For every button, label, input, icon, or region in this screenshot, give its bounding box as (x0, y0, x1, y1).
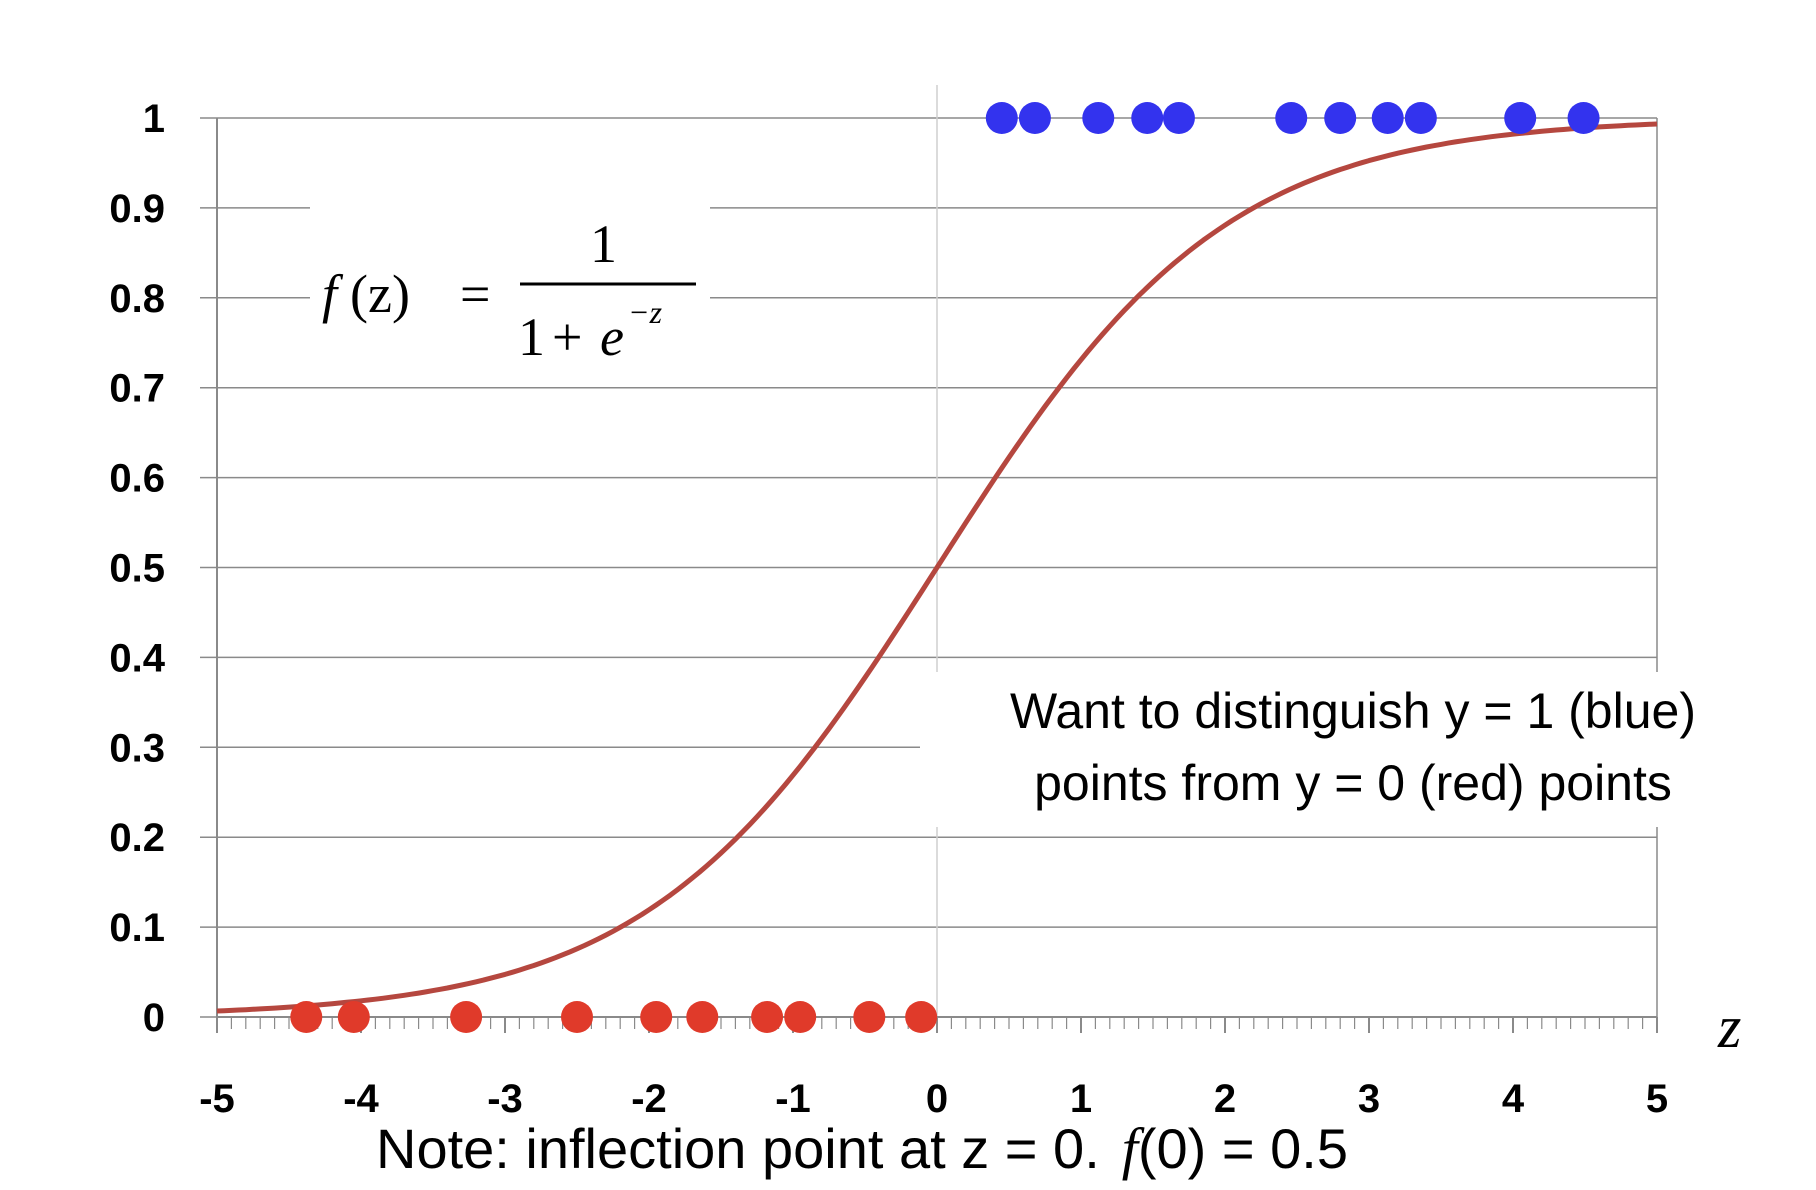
formula-background (310, 205, 710, 375)
x-tick-label: 3 (1358, 1077, 1380, 1121)
red-point (337, 1001, 370, 1033)
formula-equals: = (460, 264, 490, 324)
formula-exponent: −z (628, 294, 663, 330)
x-tick-label: 2 (1214, 1077, 1236, 1121)
red-point (784, 1001, 817, 1033)
formula-denominator-e: e (600, 307, 624, 367)
x-tick-label: 5 (1646, 1077, 1668, 1121)
red-point (905, 1001, 938, 1033)
y-tick-label: 1 (143, 97, 165, 141)
data-points (290, 102, 1600, 1033)
description-line-1: Want to distinguish y = 1 (blue) (1010, 683, 1696, 739)
gridlines (200, 117, 1658, 1029)
x-tick-labels: -5 -4 -3 -2 -1 0 1 2 3 4 5 (199, 1077, 1668, 1121)
y-tick-label: 0.4 (109, 636, 165, 680)
inflection-note-suffix: (0) = 0.5 (1138, 1117, 1348, 1180)
blue-point (1504, 102, 1537, 134)
sigmoid-formula: f (z) = 1 1 + e −z (322, 214, 696, 367)
blue-point (1082, 102, 1115, 134)
red-point (561, 1001, 593, 1033)
y-tick-label: 0.1 (109, 906, 165, 950)
x-tick-label: -3 (487, 1077, 523, 1121)
inflection-note-prefix: Note: inflection point at z = 0. (376, 1117, 1100, 1180)
x-tick-label: -2 (631, 1077, 667, 1121)
blue-point (1404, 102, 1437, 134)
red-point (450, 1001, 483, 1033)
formula-numerator: 1 (590, 214, 617, 274)
description-line-2: points from y = 0 (red) points (1034, 755, 1672, 811)
x-axis-label: z (1717, 994, 1741, 1060)
blue-point (1275, 102, 1308, 134)
blue-point (1131, 102, 1164, 134)
formula-denominator-plus: + (552, 307, 582, 367)
y-tick-label: 0.3 (109, 726, 165, 770)
y-tick-label: 0.9 (109, 187, 165, 231)
formula-denominator-one: 1 (518, 307, 545, 367)
x-tick-label: -1 (775, 1077, 811, 1121)
red-point (640, 1001, 673, 1033)
formula-arg: (z) (350, 264, 410, 324)
y-tick-label: 0.5 (109, 547, 165, 591)
y-tick-label: 0.6 (109, 457, 165, 501)
sigmoid-curve (216, 121, 1658, 1014)
x-tick-label: -4 (343, 1077, 379, 1121)
blue-point (1371, 102, 1404, 134)
red-point (290, 1001, 323, 1033)
y-tick-label: 0.7 (109, 367, 165, 411)
description-background (920, 672, 1785, 827)
y-tick-label: 0.2 (109, 816, 165, 860)
x-tick-label: 4 (1502, 1077, 1525, 1121)
red-point (853, 1001, 886, 1033)
blue-point (985, 102, 1018, 134)
blue-point (1324, 102, 1357, 134)
inflection-note: Note: inflection point at z = 0. f(0) = 0… (376, 1116, 1348, 1181)
x-tick-label: 1 (1070, 1077, 1092, 1121)
red-point (686, 1001, 719, 1033)
blue-point (1567, 102, 1600, 134)
blue-point (1162, 102, 1195, 134)
x-tick-label: 0 (926, 1077, 948, 1121)
y-tick-label: 0.8 (109, 277, 165, 321)
y-tick-labels: 0 0.1 0.2 0.3 0.4 0.5 0.6 0.7 0.8 0.9 1 (109, 97, 165, 1040)
x-tick-label: -5 (199, 1077, 235, 1121)
blue-point (1018, 102, 1051, 134)
y-tick-label: 0 (143, 996, 165, 1040)
red-point (751, 1001, 784, 1033)
